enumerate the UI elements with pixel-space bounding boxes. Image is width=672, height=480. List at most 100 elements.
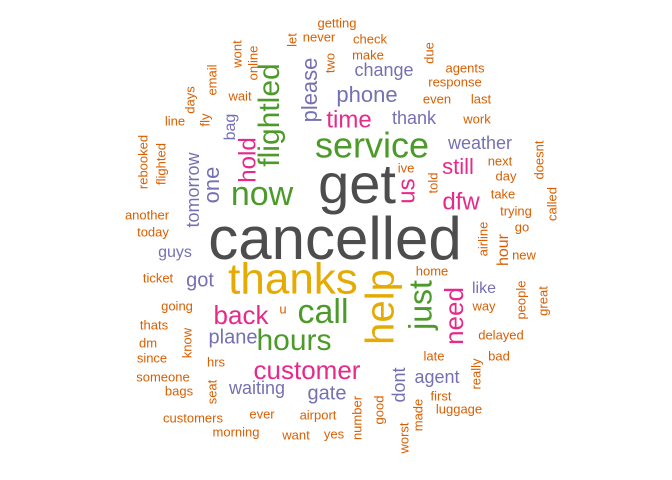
word-please: please <box>297 58 322 123</box>
word-line: line <box>165 113 185 128</box>
word-bad: bad <box>488 348 510 363</box>
word-hour: hour <box>495 233 512 266</box>
word-wait: wait <box>227 88 252 103</box>
word-take: take <box>491 186 516 201</box>
word-thanks: thanks <box>228 255 358 304</box>
word-wont: wont <box>229 40 244 69</box>
word-first: first <box>431 388 452 403</box>
word-ever: ever <box>249 406 275 421</box>
word-u: u <box>279 301 286 316</box>
word-email: email <box>204 64 219 95</box>
word-never: never <box>303 29 336 44</box>
word-go: go <box>515 219 529 234</box>
word-dfw: dfw <box>442 188 480 215</box>
word-service: service <box>315 125 429 166</box>
word-number: number <box>349 395 364 440</box>
word-agents: agents <box>445 60 485 75</box>
word-gate: gate <box>308 382 347 404</box>
word-new: new <box>512 247 536 262</box>
word-customers: customers <box>163 410 223 425</box>
word-change: change <box>354 60 413 80</box>
word-call: call <box>297 293 348 331</box>
word-way: way <box>471 298 496 313</box>
word-make: make <box>352 47 384 62</box>
word-flighted: flighted <box>153 143 168 185</box>
word-day: day <box>496 168 517 183</box>
word-guys: guys <box>158 244 192 261</box>
word-fly: fly <box>197 113 212 127</box>
word-seat: seat <box>204 379 219 404</box>
word-help: help <box>359 269 403 345</box>
word-like: like <box>472 280 496 297</box>
word-response: response <box>428 74 481 89</box>
word-dont: dont <box>389 367 409 402</box>
word-great: great <box>535 286 550 316</box>
word-need: need <box>439 287 469 345</box>
word-let: let <box>284 33 299 47</box>
word-delayed: delayed <box>478 327 524 342</box>
word-work: work <box>462 111 491 126</box>
word-luggage: luggage <box>436 401 482 416</box>
word-another: another <box>125 207 170 222</box>
word-agent: agent <box>414 367 459 387</box>
word-next: next <box>488 153 513 168</box>
word-told: told <box>425 173 440 194</box>
word-phone: phone <box>336 82 397 107</box>
word-late: late <box>424 348 445 363</box>
word-good: good <box>371 396 386 425</box>
word-airport: airport <box>300 407 337 422</box>
word-time: time <box>326 106 371 133</box>
word-really: really <box>468 358 483 390</box>
word-last: last <box>471 91 492 106</box>
word-got: got <box>186 269 214 291</box>
word-just: just <box>402 280 438 331</box>
word-bag: bag <box>222 114 239 141</box>
word-trying: trying <box>500 203 532 218</box>
word-ticket: ticket <box>143 270 174 285</box>
word-waiting: waiting <box>228 378 285 398</box>
word-made: made <box>410 399 425 432</box>
word-cancelled: cancelled <box>208 205 462 272</box>
word-customer: customer <box>254 355 361 385</box>
word-rebooked: rebooked <box>135 135 150 189</box>
word-worst: worst <box>396 422 411 454</box>
word-online: online <box>245 46 260 81</box>
word-airline: airline <box>475 222 490 257</box>
word-want: want <box>281 427 310 442</box>
word-tomorrow: tomorrow <box>183 151 203 227</box>
word-someone: someone <box>136 369 189 384</box>
word-dm: dm <box>139 335 157 350</box>
word-home: home <box>416 263 449 278</box>
word-get: get <box>318 152 396 215</box>
word-called: called <box>544 187 559 221</box>
word-doesnt: doesnt <box>531 140 546 179</box>
word-us: us <box>393 178 420 203</box>
word-weather: weather <box>447 133 512 153</box>
word-today: today <box>137 224 169 239</box>
word-even: even <box>423 91 451 106</box>
word-still: still <box>442 154 474 179</box>
word-now: now <box>231 175 294 213</box>
word-know: know <box>179 327 194 358</box>
word-days: days <box>182 86 197 114</box>
word-hrs: hrs <box>207 354 226 369</box>
word-going: going <box>161 298 193 313</box>
word-one: one <box>199 167 224 204</box>
word-morning: morning <box>213 424 260 439</box>
word-hours: hours <box>256 324 331 357</box>
word-thats: thats <box>140 317 169 332</box>
word-yes: yes <box>324 426 345 441</box>
word-getting: getting <box>317 15 356 30</box>
word-plane: plane <box>209 326 258 348</box>
word-check: check <box>353 31 387 46</box>
word-flightled: flightled <box>253 63 286 166</box>
word-thank: thank <box>392 108 437 128</box>
word-ive: ive <box>398 160 415 175</box>
word-people: people <box>513 280 528 319</box>
word-two: two <box>322 53 337 73</box>
word-bags: bags <box>165 383 194 398</box>
word-since: since <box>137 350 167 365</box>
word-due: due <box>421 42 436 64</box>
